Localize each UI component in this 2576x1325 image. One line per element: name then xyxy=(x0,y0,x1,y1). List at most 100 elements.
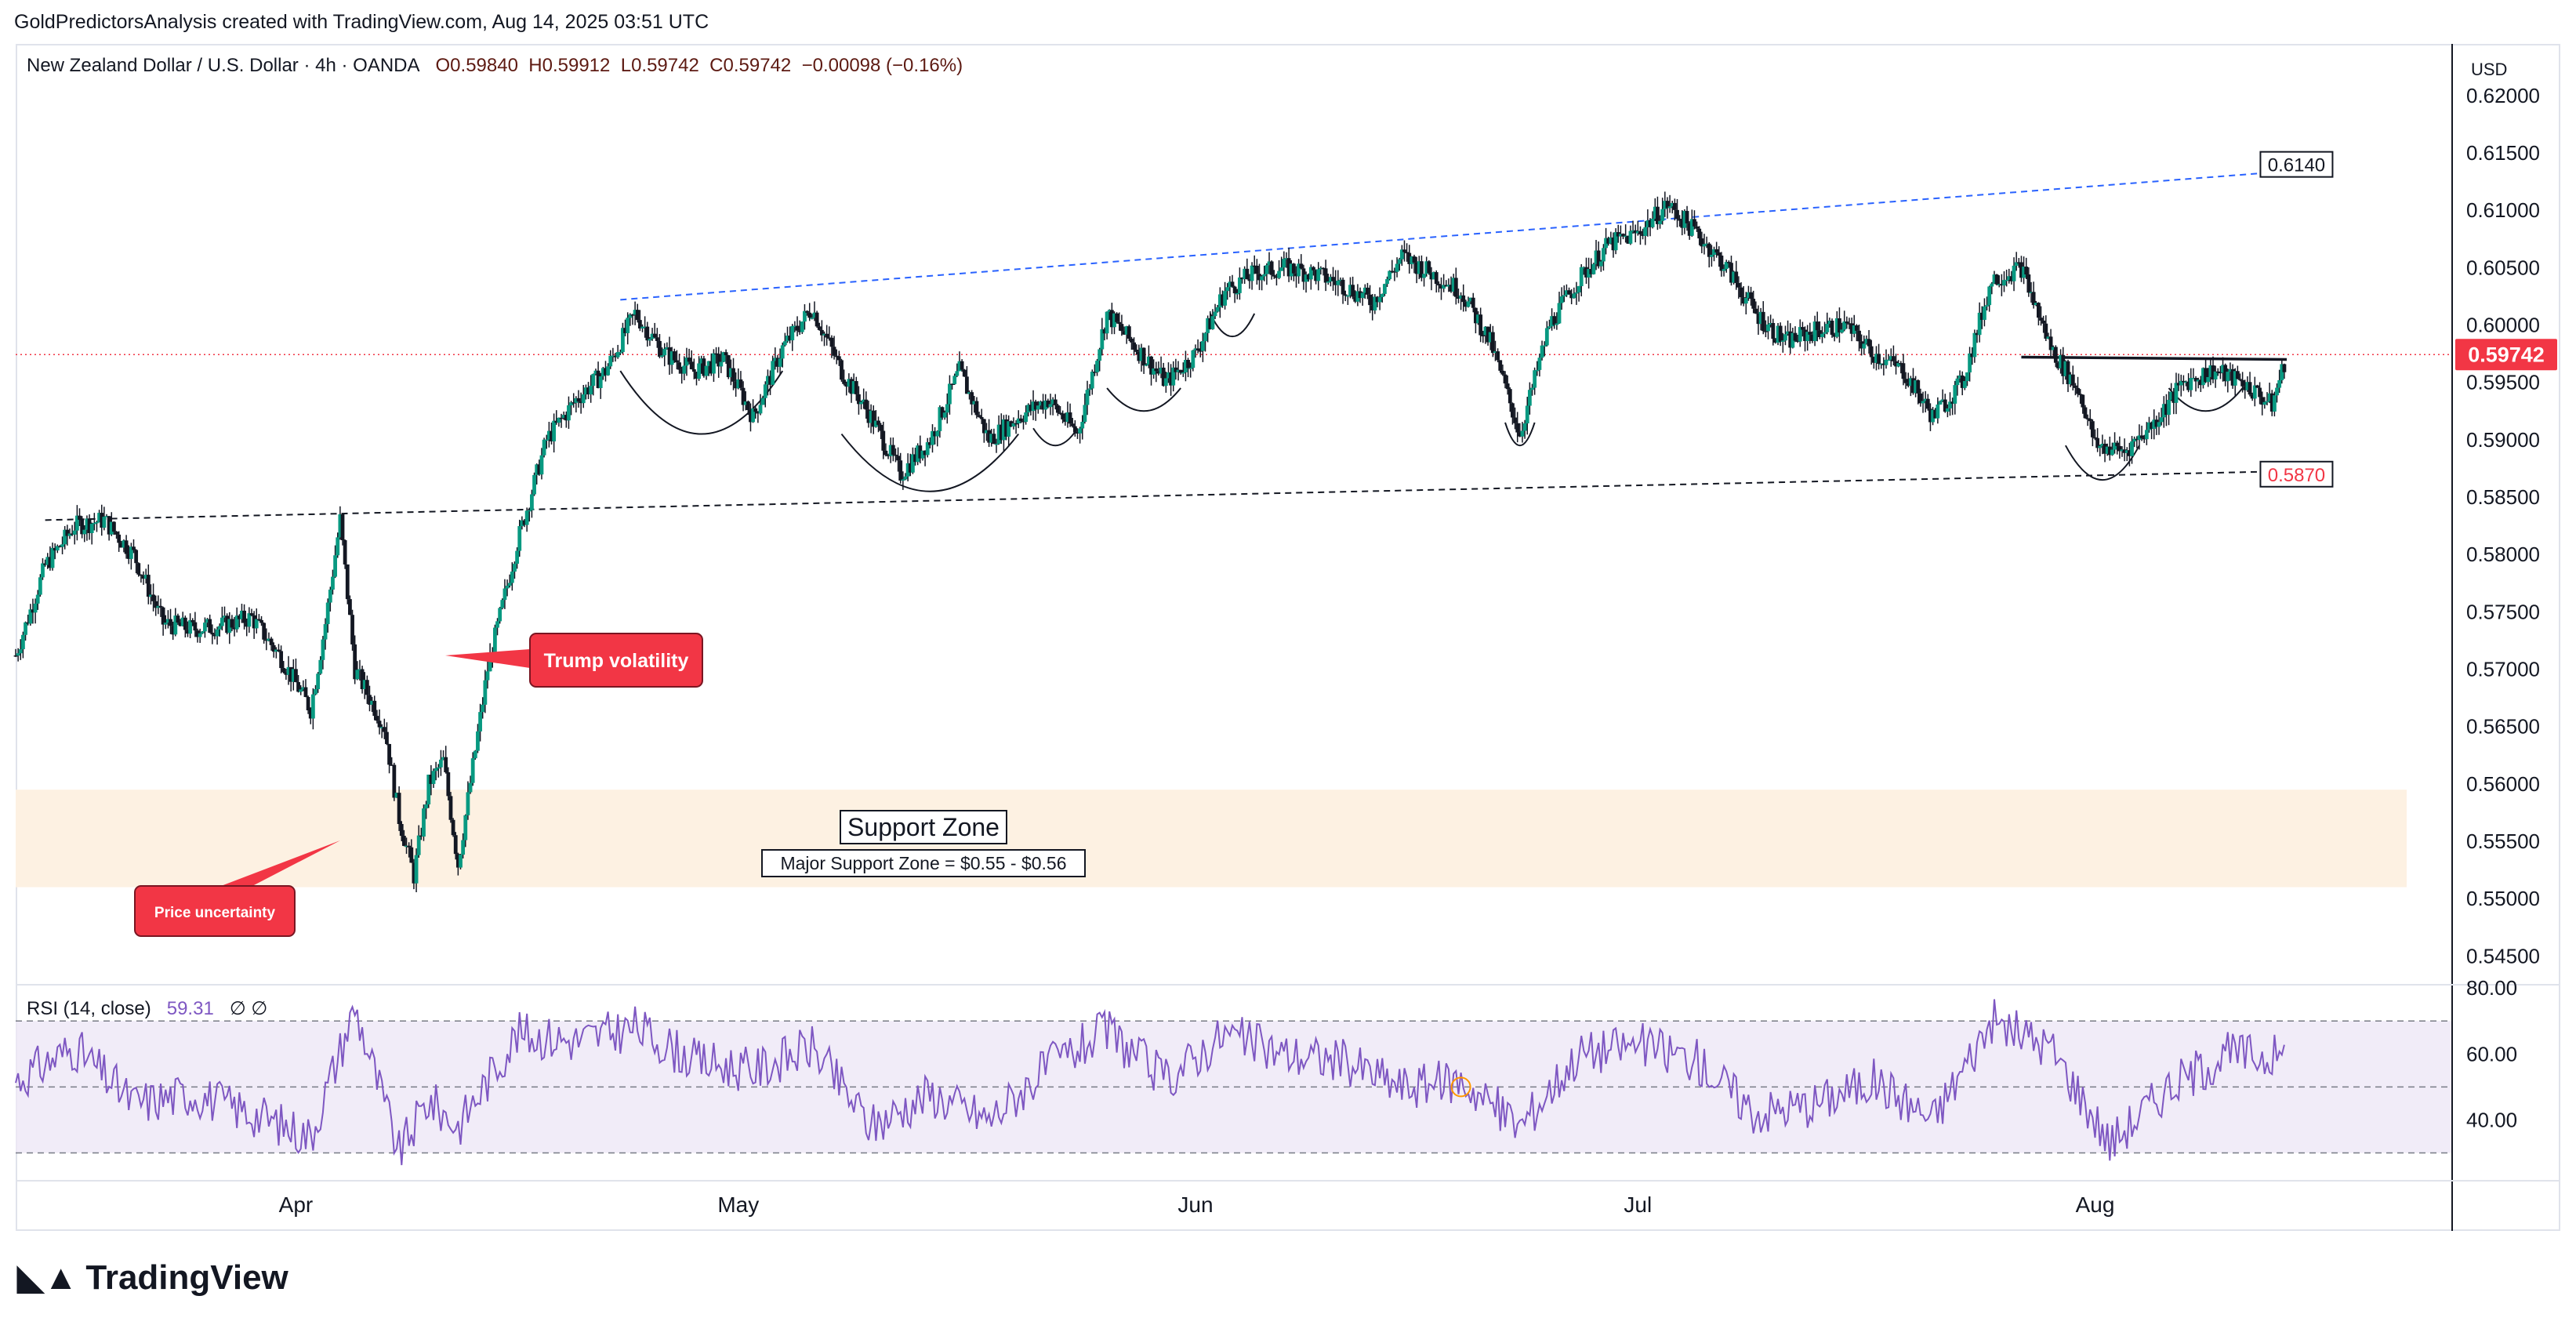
candle-body xyxy=(1308,267,1313,280)
candle-body xyxy=(259,619,263,623)
candle-body xyxy=(691,368,696,372)
neckline[interactable] xyxy=(2021,355,2288,361)
candle-body xyxy=(2208,365,2213,377)
candle-body xyxy=(1631,230,1635,232)
candle-body xyxy=(738,379,743,388)
candle-body xyxy=(2012,265,2016,281)
candle-body xyxy=(2176,383,2181,386)
candle-body xyxy=(896,456,900,461)
candle-body xyxy=(537,464,542,475)
candle-body xyxy=(28,609,33,624)
candle-body xyxy=(38,577,42,595)
cup-pattern-arc[interactable] xyxy=(1106,387,1181,412)
candle-body xyxy=(1215,307,1220,312)
candle-body xyxy=(1004,419,1008,437)
candle-body xyxy=(507,583,512,586)
candle-body xyxy=(379,727,384,728)
candle-body xyxy=(503,588,507,601)
candle-body xyxy=(385,731,389,744)
candle-body xyxy=(1453,278,1458,297)
candle-body xyxy=(2282,364,2287,372)
candle-body xyxy=(1243,268,1247,280)
candle-body xyxy=(2260,397,2265,405)
trump-callout[interactable] xyxy=(529,633,703,688)
candle-body xyxy=(1279,267,1284,271)
candle-body xyxy=(1420,261,1424,278)
candle-body xyxy=(1852,325,1856,334)
candle-body xyxy=(1090,372,1094,389)
symbol-name[interactable]: New Zealand Dollar / U.S. Dollar · 4h · … xyxy=(27,55,420,76)
candle-body xyxy=(470,758,475,783)
candle-body xyxy=(2048,336,2053,350)
cup-pattern-arc[interactable] xyxy=(840,433,1020,492)
candle-body xyxy=(1823,332,1827,334)
candle-body xyxy=(1260,276,1264,281)
cup-pattern-arc[interactable] xyxy=(1209,313,1256,337)
candle-body xyxy=(1864,339,1869,344)
candle-body xyxy=(1791,332,1795,348)
candle-body xyxy=(422,808,426,837)
candle-body xyxy=(996,424,1001,444)
candle-body xyxy=(684,358,689,366)
candle-body xyxy=(2120,449,2124,452)
uncertainty-callout[interactable] xyxy=(134,885,296,937)
candle-body xyxy=(1776,325,1780,343)
candle-body xyxy=(1117,321,1122,325)
cup-pattern-arc[interactable] xyxy=(1504,422,1536,447)
candle-body xyxy=(1109,310,1114,328)
candle-body xyxy=(962,369,967,377)
tradingview-logo[interactable]: ◣▲ TradingView xyxy=(17,1258,288,1298)
uncertainty-callout-label: Price uncertainty xyxy=(154,905,276,921)
candle-body xyxy=(1240,277,1244,280)
rsi-line[interactable] xyxy=(15,999,2285,1166)
candle-body xyxy=(294,669,298,683)
candle-body xyxy=(124,540,129,554)
last-price-tag[interactable] xyxy=(2455,339,2557,371)
candle-body xyxy=(1439,285,1443,289)
candle-body xyxy=(1304,274,1308,282)
candle-body xyxy=(950,383,954,385)
cup-pattern-arc[interactable] xyxy=(2064,445,2140,481)
candle-body xyxy=(1970,353,1975,358)
candle-body xyxy=(967,392,971,394)
candle-body xyxy=(362,680,367,689)
cup-pattern-arc[interactable] xyxy=(619,370,784,435)
upper-target-box[interactable] xyxy=(2259,151,2334,178)
candle-body xyxy=(960,361,964,370)
candle-body xyxy=(510,572,514,583)
zone-title-box[interactable] xyxy=(840,810,1007,844)
candle-body xyxy=(1665,201,1670,209)
candle-body xyxy=(1734,271,1739,283)
candle-body xyxy=(1838,318,1841,333)
cup-pattern-arc[interactable] xyxy=(2168,387,2244,412)
lower-level-box[interactable] xyxy=(2259,460,2334,488)
candle-body xyxy=(873,420,878,427)
candle-body xyxy=(1544,328,1549,346)
candle-body xyxy=(1146,356,1151,365)
candle-body xyxy=(1444,285,1449,287)
candle-body xyxy=(141,575,146,579)
time-tick-label: Aug xyxy=(2076,1192,2115,1217)
candle-body xyxy=(481,704,485,713)
cup-pattern-arc[interactable] xyxy=(1032,427,1079,447)
candle-body xyxy=(242,610,246,623)
candle-body xyxy=(704,365,709,376)
candle-body xyxy=(308,710,313,719)
candle-body xyxy=(2189,378,2193,390)
candle-body xyxy=(2039,318,2043,321)
lower-trendline[interactable] xyxy=(45,470,2258,521)
candle-body xyxy=(58,546,62,547)
candle-body xyxy=(2154,419,2159,427)
rsi-legend[interactable]: RSI (14, close) 59.31 ∅ ∅ xyxy=(27,997,267,1020)
candle-body xyxy=(1896,363,1901,367)
candle-body xyxy=(524,510,529,525)
candle-body xyxy=(1914,380,1918,394)
candle-body xyxy=(2258,387,2262,398)
candle-body xyxy=(550,430,553,441)
zone-sub-box[interactable] xyxy=(761,849,1086,877)
candle-body xyxy=(1061,413,1065,419)
candle-body xyxy=(41,563,45,578)
time-tick-label: Apr xyxy=(279,1192,314,1217)
candle-body xyxy=(1643,227,1648,236)
